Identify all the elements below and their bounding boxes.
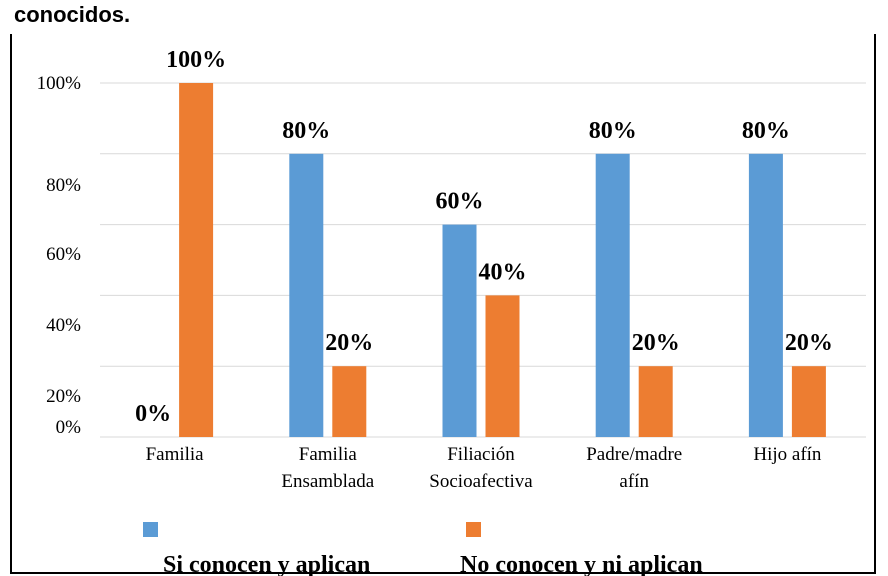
category-label: Ensamblada (281, 471, 374, 492)
data-label: 40% (479, 259, 527, 285)
data-label: 80% (282, 118, 330, 144)
chart-frame (10, 34, 876, 574)
category-label: Familia (146, 444, 205, 465)
bar (485, 295, 520, 437)
data-label: 100% (166, 47, 226, 73)
y-tick-label: 40% (46, 315, 81, 336)
legend-swatch (466, 522, 481, 537)
data-label: 20% (785, 330, 833, 356)
data-label: 20% (325, 330, 373, 356)
y-axis-ticks: 100% 80% 60% 40% 20% 0% (37, 73, 82, 438)
legend-swatch (143, 522, 158, 537)
bar (332, 366, 367, 437)
legend-label: No conocen y ni aplican (460, 552, 703, 576)
data-label: 0% (135, 401, 171, 427)
category-label: Filiación (447, 444, 515, 465)
data-label: 80% (742, 118, 790, 144)
bar (638, 366, 673, 437)
legend-label: Si conocen y aplican (163, 552, 370, 576)
bar (595, 153, 630, 438)
category-label: Familia (299, 444, 358, 465)
chart-title: conocidos. (14, 2, 131, 27)
bar (791, 366, 826, 437)
bar (289, 153, 324, 438)
bar (179, 83, 214, 437)
legend: Si conocen y aplican No conocen y ni apli… (143, 522, 703, 576)
y-tick-label: 20% (46, 386, 81, 407)
y-tick-label: 0% (56, 417, 82, 438)
data-label: 20% (632, 330, 680, 356)
data-label: 80% (589, 118, 637, 144)
bar (442, 224, 477, 437)
data-label: 60% (436, 189, 484, 215)
category-labels: Familia Familia Ensamblada Filiación Socioaf… (146, 444, 822, 492)
category-label: Padre/madre (586, 444, 682, 465)
gridlines (100, 82, 866, 438)
bars (179, 83, 826, 438)
data-labels: 0% 100% 80% 20% 60% 40% 80% 20% 80% 20% (135, 47, 833, 427)
y-tick-label: 100% (37, 73, 82, 94)
category-label: afín (619, 471, 649, 492)
bar (748, 153, 783, 438)
category-label: Hijo afín (753, 444, 822, 465)
category-label: Socioafectiva (429, 471, 533, 492)
y-tick-label: 80% (46, 175, 81, 196)
y-tick-label: 60% (46, 244, 81, 265)
